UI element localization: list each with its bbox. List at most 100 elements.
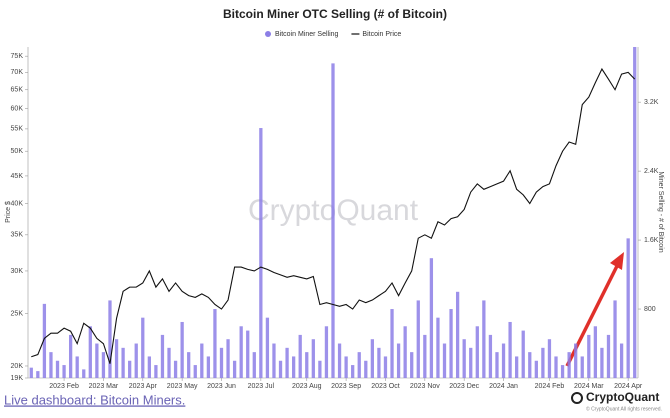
bar xyxy=(429,258,434,378)
bar xyxy=(469,347,473,378)
bar xyxy=(554,356,558,378)
bar xyxy=(285,347,289,378)
bar xyxy=(187,352,191,378)
bar xyxy=(226,339,230,378)
bar xyxy=(508,321,512,378)
bar xyxy=(121,347,125,378)
bar xyxy=(613,300,617,378)
bar xyxy=(141,317,145,378)
bar xyxy=(200,343,204,378)
bar xyxy=(574,343,578,378)
bar xyxy=(305,352,309,378)
brand-logo xyxy=(571,392,583,404)
legend-label: Bitcoin Price xyxy=(362,31,401,38)
bar xyxy=(377,347,381,378)
bar xyxy=(442,343,447,378)
bar xyxy=(580,356,584,378)
x-tick-label: 2023 Mar xyxy=(89,383,119,390)
bar xyxy=(68,334,73,378)
bar xyxy=(600,347,604,378)
x-tick-label: 2023 May xyxy=(167,383,198,390)
brand: CryptoQuant xyxy=(586,390,659,404)
bar xyxy=(82,369,86,378)
y-tick-label: 45K xyxy=(11,173,24,180)
legend-label: Bitcoin Miner Selling xyxy=(275,31,339,38)
chart-title: Bitcoin Miner OTC Selling (# of Bitcoin) xyxy=(223,7,447,21)
bar xyxy=(95,343,99,378)
bar xyxy=(567,352,571,378)
x-tick-label: 2023 Sep xyxy=(331,383,361,390)
bar xyxy=(547,339,552,378)
x-tick-label: 2023 Dec xyxy=(449,383,479,390)
y-tick-label: 19K xyxy=(11,375,24,382)
x-tick-label: 2023 Apr xyxy=(129,383,158,390)
y2-axis-label: Miner Selling - # of Bitcoin xyxy=(657,171,664,252)
y-tick-label: 35K xyxy=(11,232,24,239)
bar xyxy=(462,339,466,378)
y-tick-label: 30K xyxy=(11,268,24,275)
bar xyxy=(49,352,53,378)
bar xyxy=(587,334,591,378)
y-tick-label: 55K xyxy=(11,126,24,133)
y-tick-label: 65K xyxy=(11,87,24,94)
y-tick-label: 25K xyxy=(11,311,24,318)
bar xyxy=(633,47,637,378)
x-tick-label: 2023 Nov xyxy=(410,383,440,390)
y-tick-label: 50K xyxy=(11,148,24,155)
bar xyxy=(475,326,479,378)
x-tick-label: 2023 Feb xyxy=(49,383,79,390)
bar xyxy=(219,347,224,378)
bar xyxy=(344,356,348,378)
bar xyxy=(495,352,499,378)
x-tick-label: 2023 Oct xyxy=(371,383,399,390)
y-tick-label: 20K xyxy=(11,363,24,370)
x-tick-label: 2024 Mar xyxy=(574,383,604,390)
bar xyxy=(311,339,315,378)
dashboard-link[interactable]: Live dashboard: Bitcoin Miners. xyxy=(4,392,185,407)
bar xyxy=(606,334,611,378)
bar xyxy=(534,360,538,378)
bar xyxy=(213,309,217,378)
bar xyxy=(232,360,237,378)
x-tick-label: 2024 Apr xyxy=(614,383,643,390)
bar xyxy=(626,238,630,378)
bar xyxy=(160,334,165,378)
bar xyxy=(134,343,138,378)
y2-tick-label: 800 xyxy=(644,306,656,313)
dashboard-link-text[interactable]: Live dashboard: Bitcoin Miners. xyxy=(4,392,185,407)
bar xyxy=(560,365,565,378)
bar xyxy=(180,321,184,378)
bar xyxy=(324,326,329,378)
bar xyxy=(515,356,519,378)
bar xyxy=(173,360,178,378)
bar xyxy=(455,291,460,378)
x-tick-label: 2024 Jan xyxy=(489,383,518,390)
bar xyxy=(521,330,525,378)
bar xyxy=(272,343,276,378)
bar xyxy=(62,365,66,378)
y2-tick-label: 3.2K xyxy=(644,99,659,106)
bar xyxy=(501,343,506,378)
bar xyxy=(88,326,92,378)
y2-tick-label: 2.4K xyxy=(644,168,659,175)
bar xyxy=(36,371,40,378)
bar xyxy=(383,356,388,378)
bar xyxy=(75,356,79,378)
bar xyxy=(246,330,250,378)
bar xyxy=(29,367,33,378)
price-line xyxy=(31,67,636,364)
bar xyxy=(128,360,132,378)
legend-marker xyxy=(265,31,271,37)
bar xyxy=(239,326,243,378)
bar xyxy=(42,303,47,378)
bar xyxy=(318,360,322,378)
bar xyxy=(292,356,296,378)
bar xyxy=(416,300,420,378)
bar xyxy=(206,356,211,378)
x-tick-label: 2023 Jun xyxy=(207,383,236,390)
bar xyxy=(410,352,414,378)
copyright: © CryptoQuant All rights reserved. xyxy=(586,405,662,412)
bar xyxy=(278,360,283,378)
bar xyxy=(364,360,368,378)
bar xyxy=(488,334,493,378)
